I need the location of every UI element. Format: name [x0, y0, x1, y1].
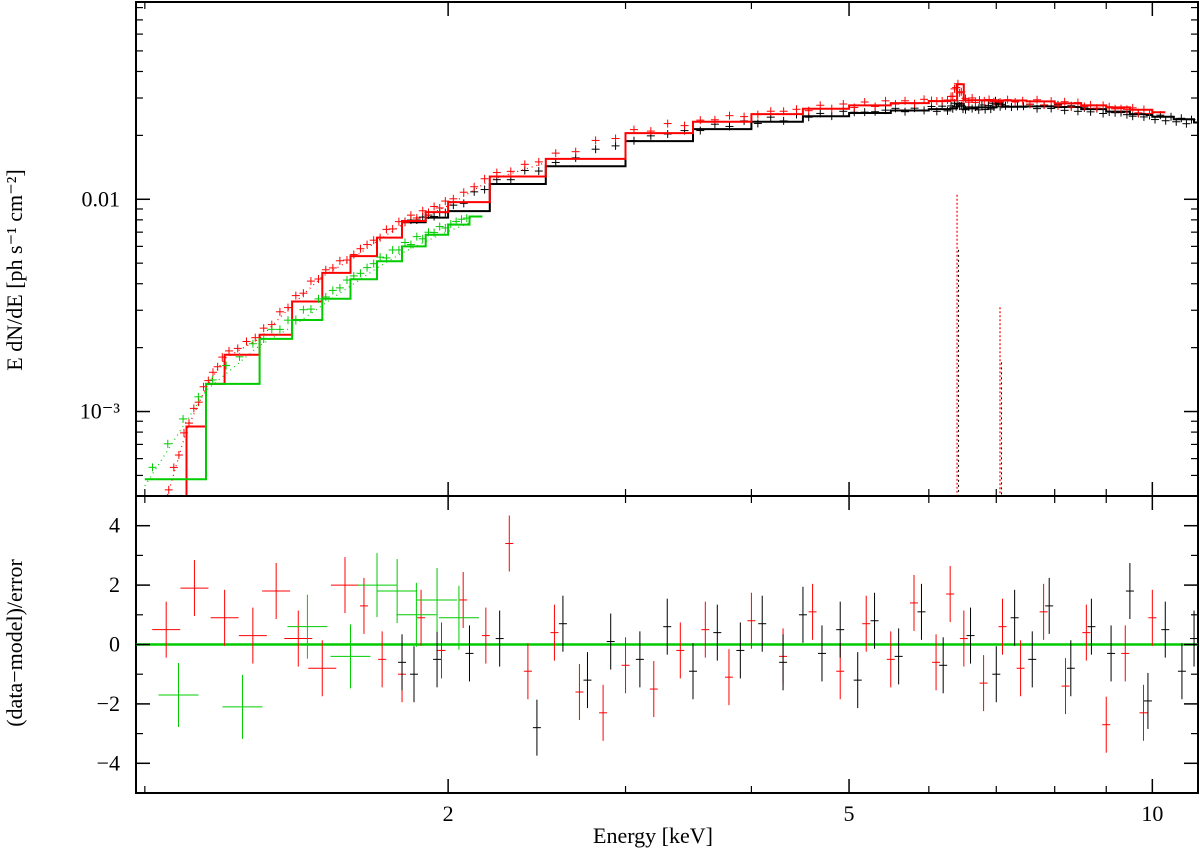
bottom-plot-area: [136, 515, 1198, 756]
bottom-y-tick-label: 4: [109, 513, 120, 538]
residual-series-0: [152, 515, 1157, 753]
top-y-tick-label: 0.01: [82, 186, 121, 211]
spectrum-data-crosses-1: [164, 79, 1154, 494]
top-plot-frame: [135, 1, 1199, 497]
bottom-y-tick-label: 2: [109, 572, 120, 597]
bottom-y-axis-label: (data−model)/error: [2, 559, 27, 727]
x-tick-label: 5: [844, 801, 855, 826]
model-dotted-green: [144, 222, 470, 487]
top-plot-area: [144, 79, 1198, 496]
residual-series-1: [398, 563, 1198, 756]
bottom-y-tick-label: 0: [109, 632, 120, 657]
spectrum-data-crosses-0: [400, 96, 1196, 226]
residual-panel: 2 5 10 4 2 0 −2 −4: [97, 495, 1199, 826]
top-y-axis-label: E dN/dE [ph s⁻¹ cm⁻²]: [2, 169, 27, 370]
residual-series-2: [158, 553, 479, 739]
x-axis-label: Energy [keV]: [593, 823, 713, 848]
top-y-tick-label: 10⁻³: [80, 399, 121, 424]
bottom-y-tick-label: −2: [97, 691, 120, 716]
spectrum-model-step-1: [166, 83, 1166, 496]
x-tick-label: 10: [1141, 801, 1163, 826]
spectrum-data-crosses-2: [148, 214, 471, 472]
x-tick-label: 2: [443, 801, 454, 826]
bottom-y-tick-label: −4: [97, 750, 120, 775]
spectrum-model-step-0: [402, 101, 1198, 224]
spectrum-panel: 0.01 10⁻³: [80, 1, 1199, 497]
model-dotted-red: [166, 162, 546, 496]
spectrum-model-step-2: [144, 215, 483, 481]
